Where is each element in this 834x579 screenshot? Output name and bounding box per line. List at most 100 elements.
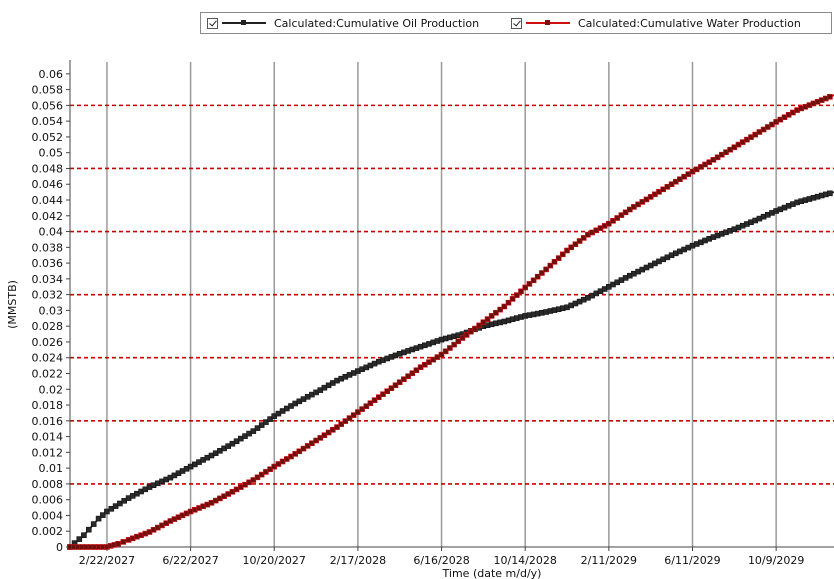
y-tick-label: 0.058 — [32, 84, 64, 97]
series-line — [70, 94, 834, 548]
legend-item-water[interactable]: Calculated:Cumulative Water Production — [511, 15, 801, 31]
legend-label-oil: Calculated:Cumulative Oil Production — [274, 16, 480, 30]
series-marker — [375, 394, 382, 401]
series-marker — [355, 409, 361, 415]
y-tick-label: 0.024 — [32, 352, 64, 365]
series-oil — [67, 190, 834, 550]
series-marker — [543, 266, 549, 273]
y-tick-label: 0.048 — [32, 162, 64, 175]
series-marker — [501, 303, 508, 310]
series-marker — [396, 379, 403, 386]
y-tick-label: 0.032 — [32, 289, 64, 302]
series-marker — [568, 244, 575, 251]
series-marker — [580, 235, 587, 241]
y-tick-label: 0.054 — [32, 115, 64, 128]
x-axis-title: Time (date m/d/y) — [442, 567, 542, 579]
series-marker — [371, 397, 378, 404]
series-marker — [547, 262, 554, 269]
series-marker — [827, 190, 833, 197]
series-marker — [359, 406, 365, 412]
legend-checkbox-oil[interactable] — [207, 17, 218, 29]
series-marker — [539, 270, 545, 276]
y-tick-label: 0.03 — [39, 304, 64, 317]
series-marker — [447, 345, 453, 351]
y-axis-title: (MMSTB) — [6, 280, 19, 329]
series-marker — [476, 322, 483, 329]
y-tick-label: 0.004 — [32, 509, 64, 522]
series-layer — [67, 94, 834, 550]
series-marker — [100, 512, 106, 518]
series-marker — [522, 284, 529, 291]
series-marker — [472, 325, 478, 332]
y-tick-label: 0.028 — [32, 320, 64, 333]
x-gridlines — [106, 62, 777, 547]
series-marker — [115, 540, 121, 547]
y-tick-label: 0.052 — [32, 131, 64, 144]
x-tick-label: 2/22/2027 — [79, 554, 135, 567]
series-marker — [530, 277, 537, 284]
y-gridlines — [70, 104, 834, 485]
x-tick-label: 6/16/2028 — [413, 554, 469, 567]
series-line — [69, 191, 834, 548]
x-tick-label: 2/11/2029 — [581, 554, 637, 567]
legend-swatch-water — [526, 15, 570, 31]
series-marker — [95, 515, 102, 522]
series-marker — [605, 220, 612, 227]
y-tick-label: 0.042 — [32, 210, 64, 223]
x-tick-label: 10/9/2029 — [748, 554, 804, 567]
y-tick-label: 0.002 — [32, 525, 64, 538]
series-marker — [442, 348, 449, 355]
series-marker — [455, 338, 462, 345]
legend-label-water: Calculated:Cumulative Water Production — [578, 16, 801, 30]
series-marker — [827, 94, 833, 100]
y-tick-label: 0.038 — [32, 241, 64, 254]
series-marker — [459, 335, 466, 341]
series-marker — [493, 309, 499, 316]
series-marker — [267, 416, 273, 422]
series-marker — [346, 415, 353, 421]
x-tick-label: 6/11/2029 — [664, 554, 720, 567]
y-tick-label: 0.014 — [32, 431, 64, 444]
y-tick-label: 0.026 — [32, 336, 64, 349]
y-tick-label: 0.046 — [32, 178, 64, 191]
y-tick-label: 0.04 — [39, 226, 64, 239]
series-marker — [334, 424, 340, 430]
y-tick-label: 0.01 — [39, 462, 64, 475]
legend-checkbox-water[interactable] — [511, 17, 522, 29]
y-tick-label: 0.016 — [32, 415, 64, 428]
series-marker — [555, 255, 562, 261]
series-marker — [380, 391, 386, 398]
series-marker — [263, 419, 269, 425]
series-marker — [484, 316, 491, 322]
y-tick-labels: 0 0.002 0.004 0.006 0.008 0.01 0.012 0.014 0.016… — [32, 68, 64, 554]
series-marker — [413, 367, 420, 374]
series-marker — [467, 328, 474, 335]
series-marker — [438, 351, 445, 358]
series-marker — [250, 428, 257, 434]
y-tick-label: 0.044 — [32, 194, 64, 207]
series-marker — [564, 247, 570, 254]
series-marker — [451, 341, 457, 348]
series-marker — [614, 215, 621, 221]
series-marker — [610, 218, 616, 224]
series-marker — [392, 382, 399, 389]
series-marker — [534, 273, 541, 280]
series-marker — [384, 388, 391, 395]
x-tick-label: 6/22/2027 — [162, 554, 218, 567]
series-marker — [618, 212, 625, 218]
legend-item-oil[interactable]: Calculated:Cumulative Oil Production — [207, 15, 479, 31]
series-marker — [401, 376, 407, 383]
series-marker — [526, 281, 533, 287]
series-marker — [367, 400, 374, 407]
series-marker — [622, 209, 629, 216]
x-tick-label: 10/20/2027 — [243, 554, 306, 567]
y-tick-label: 0.034 — [32, 273, 64, 286]
series-marker — [572, 241, 579, 247]
y-tick-label: 0 — [56, 541, 63, 554]
axes — [66, 60, 834, 551]
series-marker — [120, 539, 127, 545]
y-tick-label: 0.036 — [32, 257, 64, 270]
series-marker — [76, 536, 83, 542]
series-marker — [488, 313, 495, 319]
